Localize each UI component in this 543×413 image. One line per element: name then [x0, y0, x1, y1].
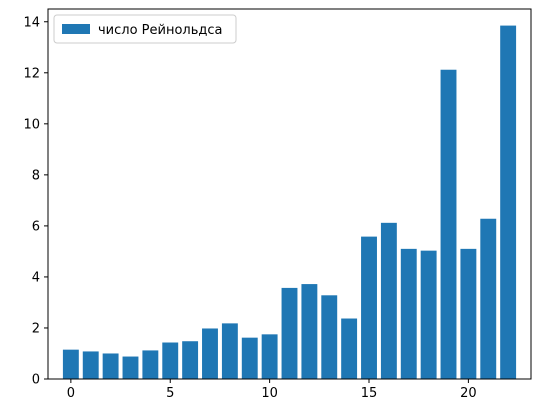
bar-18	[420, 250, 437, 379]
bar-22	[500, 25, 517, 380]
bar-2	[102, 353, 119, 379]
legend-box	[53, 14, 237, 44]
bar-21	[480, 218, 497, 379]
y-tick-label: 8	[32, 168, 40, 183]
bar-19	[440, 69, 457, 379]
y-tick-label: 14	[23, 15, 40, 30]
bar-7	[202, 328, 218, 379]
y-tick-label: 2	[32, 321, 40, 336]
bar-6	[182, 341, 199, 379]
bars-layer	[62, 25, 517, 380]
bar-14	[341, 318, 358, 379]
y-tick-label: 12	[23, 66, 40, 81]
bar-16	[380, 222, 397, 379]
y-tick-label: 6	[32, 219, 40, 234]
bar-12	[301, 284, 318, 379]
y-tick-label: 10	[23, 117, 40, 132]
plot-frame	[47, 8, 532, 380]
y-tick-label: 0	[32, 373, 40, 388]
bar-9	[241, 337, 258, 379]
bar-8	[221, 323, 238, 379]
axes-layer: 0 5 10 15 20 0 2 4 6 8 10 12 14	[23, 8, 532, 401]
bar-3	[122, 356, 139, 379]
bar-11	[281, 287, 298, 379]
bar-4	[142, 350, 159, 379]
x-tick-label: 5	[166, 386, 174, 401]
bar-20	[460, 248, 477, 379]
x-tick-label: 20	[460, 386, 477, 401]
bar-13	[321, 295, 338, 379]
legend: число Рейнольдса	[53, 14, 237, 44]
x-tick-label: 10	[261, 386, 278, 401]
x-tick-label: 0	[67, 386, 75, 401]
bar-17	[400, 248, 417, 379]
bar-10	[261, 334, 278, 379]
legend-label: число Рейнольдса	[98, 23, 222, 38]
y-tick-label: 4	[32, 270, 40, 285]
bar-15	[361, 236, 377, 379]
legend-swatch	[62, 24, 90, 34]
bar-1	[82, 351, 99, 379]
x-tick-label: 15	[361, 386, 378, 401]
bar-0	[62, 349, 79, 379]
bar-5	[162, 342, 179, 379]
